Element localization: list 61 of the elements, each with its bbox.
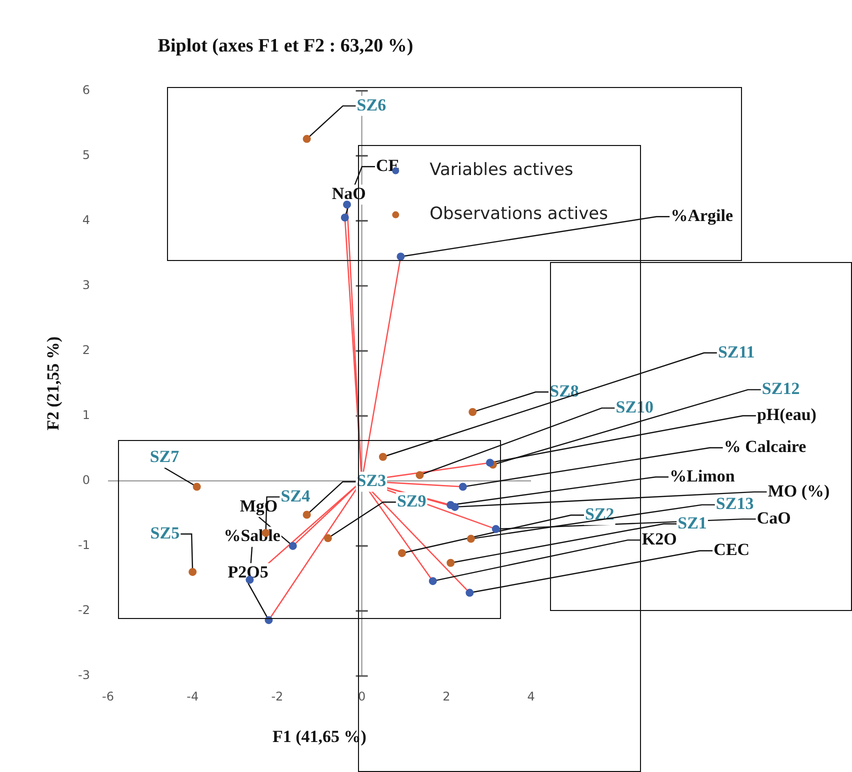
x-tick-label: 2 [442, 689, 450, 704]
data-label: MO (%) [768, 481, 830, 500]
data-label: SZ4 [280, 486, 311, 506]
y-tick-label: -3 [78, 668, 90, 682]
data-label: %Limon [670, 466, 736, 486]
data-label: SZ13 [716, 494, 754, 514]
point [340, 214, 349, 222]
data-label: %Argile [670, 206, 734, 225]
data-label: pH(eau) [756, 405, 816, 424]
point [446, 558, 455, 567]
data-label: SZ9 [396, 492, 426, 511]
data-label: K2O [642, 529, 677, 548]
data-label: SZ12 [762, 379, 800, 398]
data-label: SZ8 [550, 381, 579, 400]
data-label: SZ6 [356, 95, 386, 114]
x-tick-label: -6 [102, 689, 114, 704]
y-tick-label: 2 [82, 343, 90, 358]
y-tick-label: -1 [78, 538, 90, 552]
point [398, 549, 406, 558]
point [192, 482, 201, 491]
x-tick-label: -4 [186, 689, 199, 704]
point [428, 577, 437, 586]
y-tick-label: -2 [78, 603, 90, 618]
chart-title: Biplot (axes F1 et F2 : 63,20 %) [158, 35, 414, 56]
legend-label: Observations actives [430, 204, 608, 224]
point [466, 534, 475, 543]
data-label: P2O5 [228, 562, 268, 582]
point [288, 542, 297, 550]
point [188, 568, 197, 576]
point [466, 588, 474, 597]
legend-label: Variables actives [430, 160, 574, 180]
y-tick-label: 3 [82, 278, 90, 292]
data-label: SZ7 [150, 447, 180, 466]
y-tick-label: 5 [82, 148, 90, 162]
point [468, 408, 477, 416]
x-tick-label: -2 [271, 689, 284, 704]
data-label: SZ1 [678, 513, 707, 532]
y-tick-label: 4 [82, 212, 90, 227]
point [486, 458, 494, 467]
point [492, 525, 500, 534]
data-label: % Calcaire [724, 437, 807, 456]
point [342, 200, 351, 209]
point [450, 502, 459, 511]
data-label: SZ5 [150, 523, 180, 542]
y-tick-label: 0 [82, 473, 90, 488]
point [302, 510, 311, 519]
point [324, 534, 332, 542]
data-label: CaO [756, 508, 791, 528]
data-label: SZ11 [718, 342, 755, 362]
y-axis-title: F2 (21,55 %) [44, 336, 63, 430]
point [396, 252, 405, 261]
x-tick-label: 0 [358, 689, 366, 704]
y-tick-label: 1 [82, 408, 90, 422]
data-label: CEC [714, 540, 750, 560]
point [378, 452, 387, 461]
point [416, 471, 424, 480]
x-tick-label: 4 [527, 689, 535, 704]
y-tick-label: 6 [82, 82, 90, 97]
data-label: %Sable [224, 526, 281, 546]
point [302, 134, 311, 143]
point [458, 482, 467, 491]
